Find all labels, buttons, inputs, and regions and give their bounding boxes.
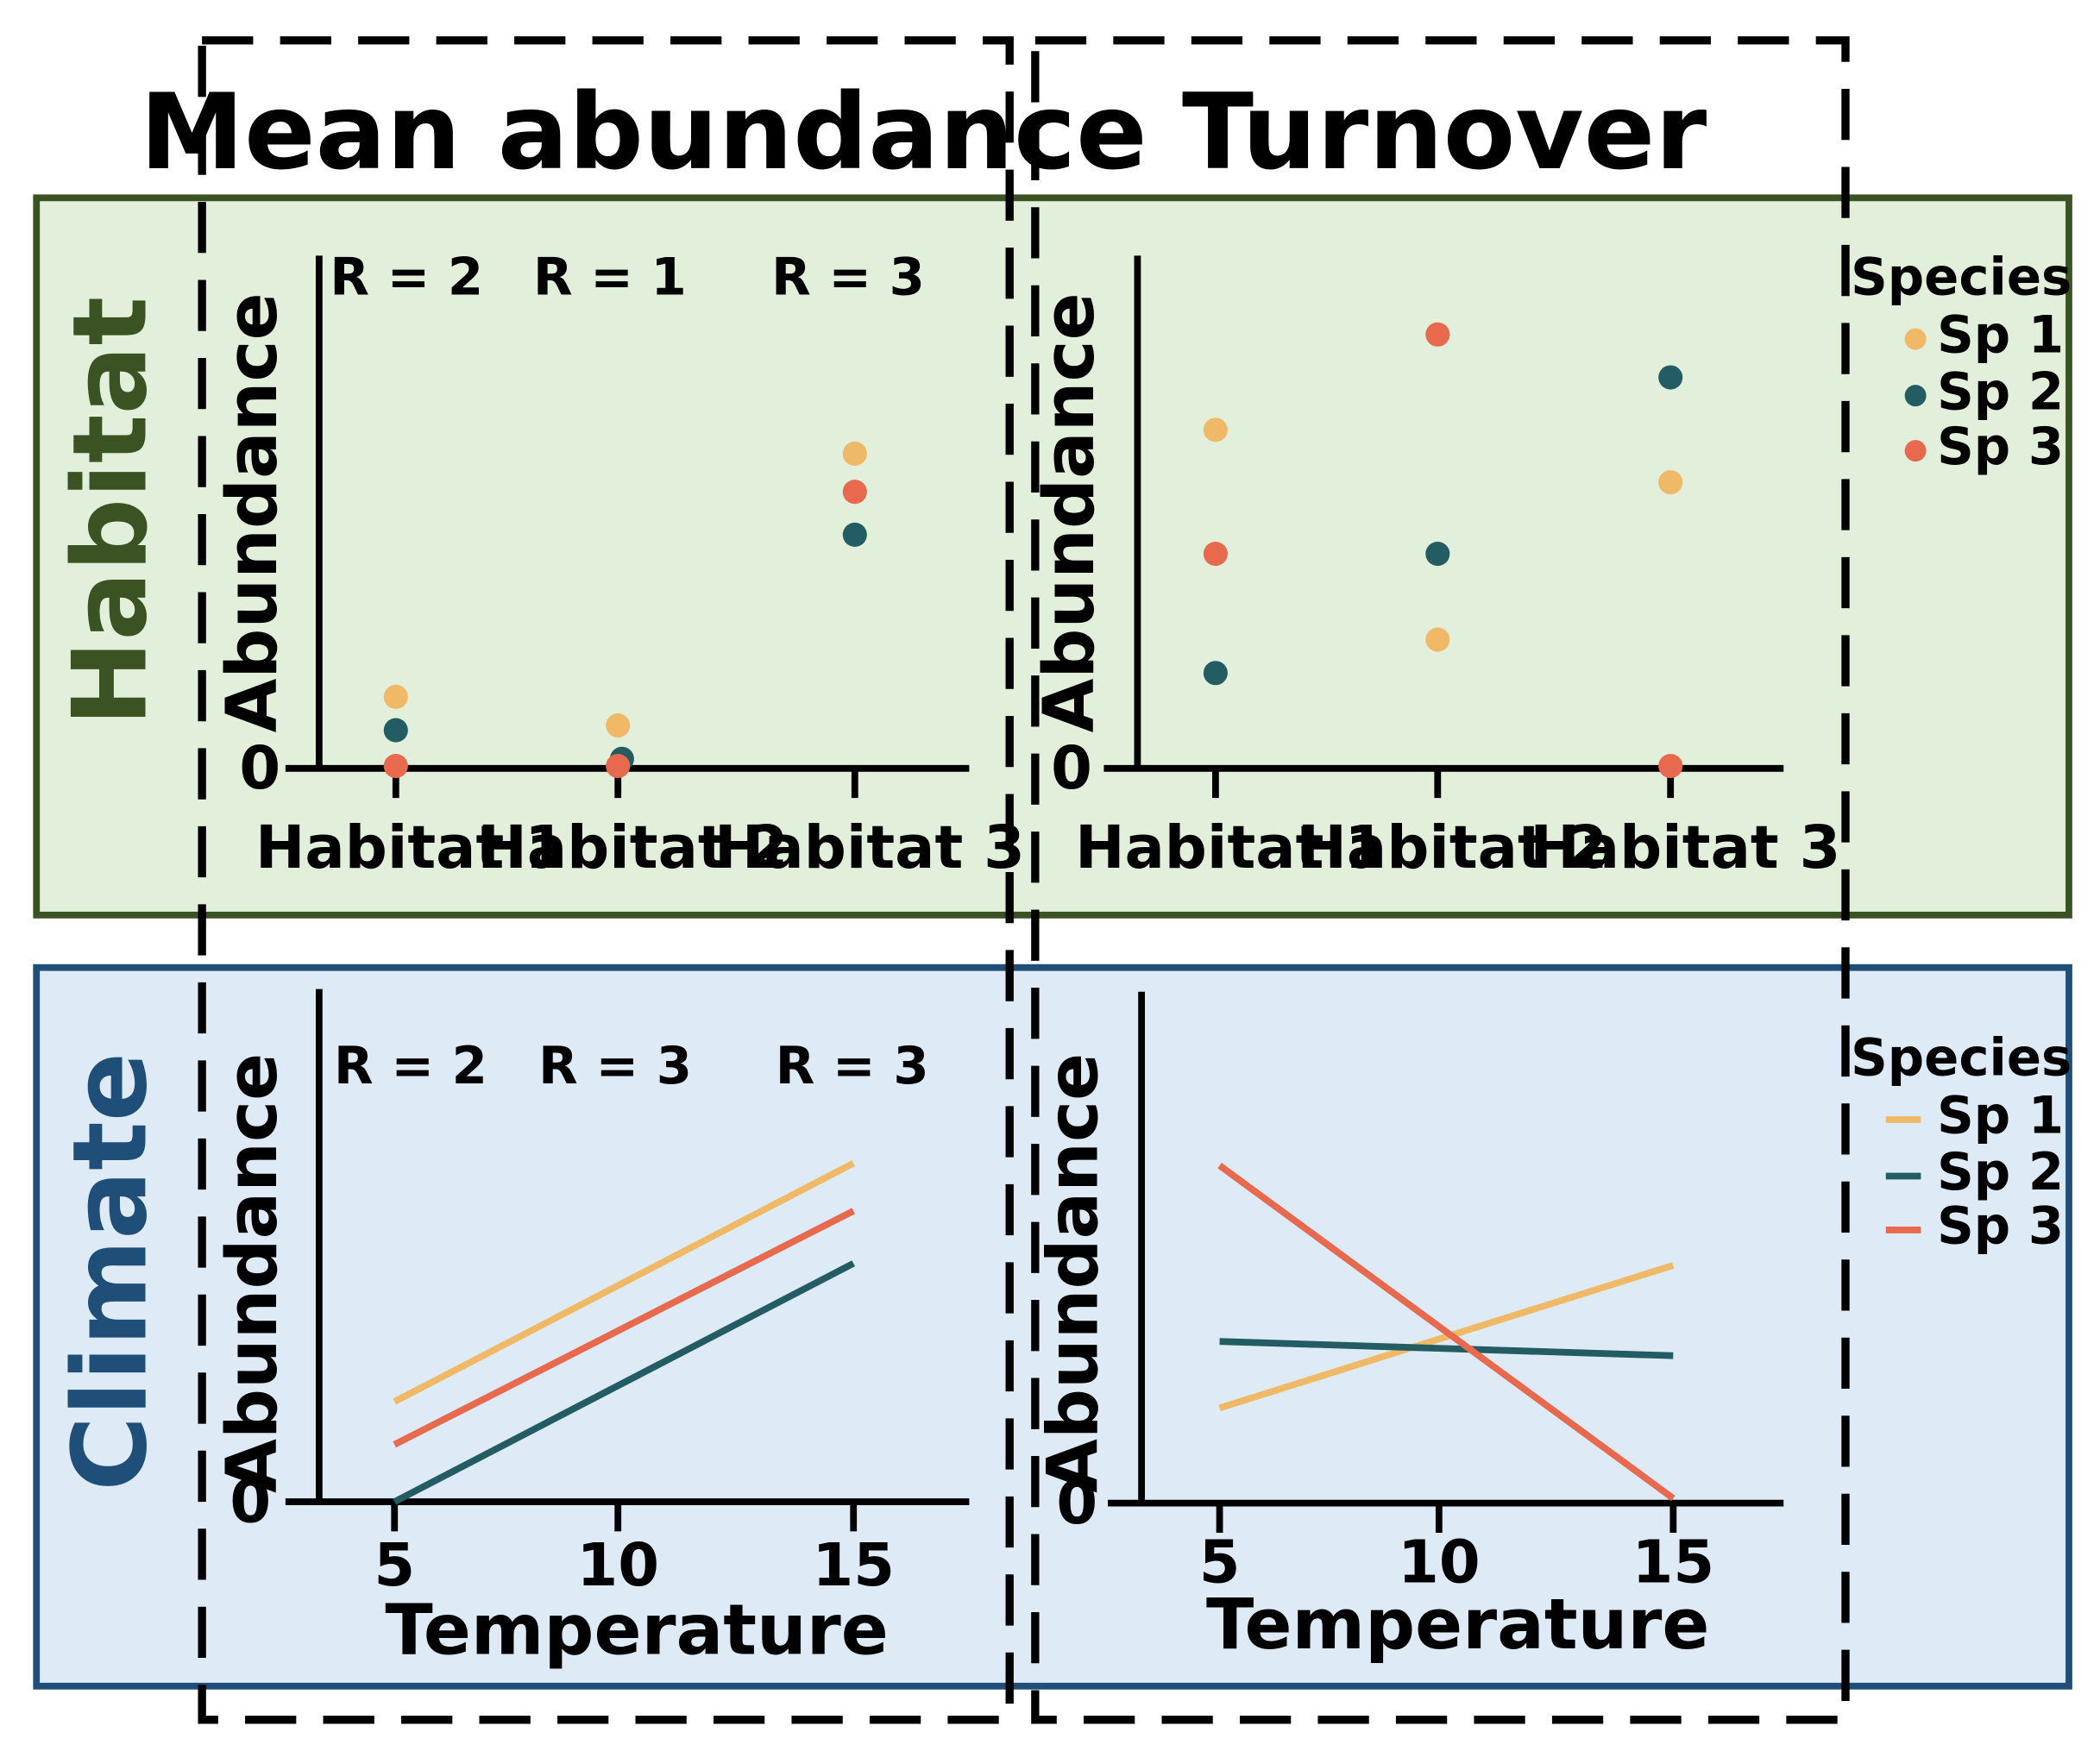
category-label: Habitat 1	[255, 813, 566, 882]
data-point-sp1	[1425, 627, 1450, 652]
climate-row-box	[33, 963, 2072, 1690]
r-label: R = 3	[771, 248, 925, 307]
data-point-sp1	[1658, 470, 1683, 495]
legend-label-sp3: Sp 3	[1937, 417, 2064, 476]
category-label: Habitat 2	[1297, 813, 1607, 882]
data-point-sp1	[606, 713, 631, 738]
legend-title: Species	[1851, 1028, 2072, 1088]
x-tick-label: 5	[374, 1531, 415, 1600]
r-label: R = 3	[776, 1036, 929, 1095]
data-point-sp3	[383, 754, 408, 779]
x-tick-label: 10	[576, 1531, 659, 1600]
column-frame-turnover	[1031, 36, 1850, 1724]
legend-climate: Species Sp 1 Sp 2 Sp 3	[1851, 1028, 2072, 1256]
data-point-sp2	[383, 718, 408, 743]
y-zero-label: 0	[1056, 1469, 1097, 1538]
column-frame-mean-abundance	[198, 36, 1014, 1724]
y-zero-label: 0	[1051, 734, 1092, 803]
data-point-sp1	[383, 684, 408, 709]
data-point-sp3	[606, 754, 631, 779]
row-label-climate: Climate	[51, 1052, 170, 1491]
data-point-sp3	[1425, 322, 1450, 347]
series-line-sp1	[1218, 1262, 1675, 1412]
data-point-sp2	[1203, 661, 1228, 686]
y-axis-label: Abundance	[212, 292, 293, 732]
r-label: R = 2	[330, 248, 483, 307]
y-axis-label: Abundance	[212, 1053, 293, 1493]
r-label: R = 3	[538, 1036, 692, 1095]
r-label: R = 1	[533, 248, 687, 307]
legend-marker-sp1	[1904, 328, 1927, 350]
series-line-sp2	[1219, 1338, 1674, 1359]
legend-label-sp3: Sp 3	[1937, 1196, 2064, 1256]
y-axis-label: Abundance	[1029, 292, 1110, 732]
row-label-habitat: Habitat	[51, 297, 170, 726]
x-axis-label: Temperature	[385, 1590, 888, 1671]
data-point-sp2	[1658, 365, 1683, 390]
legend-label-sp2: Sp 2	[1937, 361, 2064, 421]
habitat-row-box	[33, 194, 2072, 919]
category-label: Habitat 1	[1075, 813, 1386, 882]
data-point-sp1	[1203, 417, 1228, 442]
x-axis-label: Temperature	[1206, 1585, 1709, 1666]
legend-marker-sp3	[1904, 440, 1927, 462]
legend-marker-sp2	[1904, 385, 1927, 407]
series-line-sp1	[393, 1160, 856, 1405]
x-tick-label: 5	[1199, 1528, 1241, 1597]
x-tick-label: 15	[1632, 1528, 1715, 1597]
data-point-sp2	[1425, 542, 1450, 567]
data-point-sp1	[842, 441, 867, 467]
y-axis-label: Abundance	[1034, 1053, 1115, 1493]
r-label: R = 2	[334, 1036, 487, 1095]
legend-habitat: Species Sp 1 Sp 2 Sp 3	[1851, 248, 2072, 477]
col-title-mean-abundance: Mean abundance	[140, 71, 1147, 193]
legend-label-sp1: Sp 1	[1937, 305, 2064, 365]
series-line-sp3	[393, 1208, 855, 1448]
y-zero-label: 0	[229, 1467, 271, 1536]
series-line-sp2	[393, 1260, 856, 1505]
legend-title: Species	[1851, 248, 2072, 307]
data-point-sp2	[842, 522, 867, 547]
data-point-sp3	[1203, 542, 1228, 567]
legend-label-sp2: Sp 2	[1937, 1142, 2064, 1202]
y-zero-label: 0	[239, 734, 280, 803]
category-label: Habitat 2	[477, 813, 788, 882]
data-point-sp3	[1658, 754, 1683, 779]
data-point-sp3	[842, 480, 867, 505]
x-tick-label: 15	[812, 1531, 894, 1600]
series-line-sp3	[1217, 1163, 1676, 1502]
category-label: Habitat 3	[714, 813, 1025, 882]
col-title-turnover: Turnover	[1182, 71, 1707, 193]
legend-label-sp1: Sp 1	[1937, 1086, 2064, 1145]
x-tick-label: 10	[1398, 1528, 1481, 1597]
category-label: Habitat 3	[1530, 813, 1840, 882]
